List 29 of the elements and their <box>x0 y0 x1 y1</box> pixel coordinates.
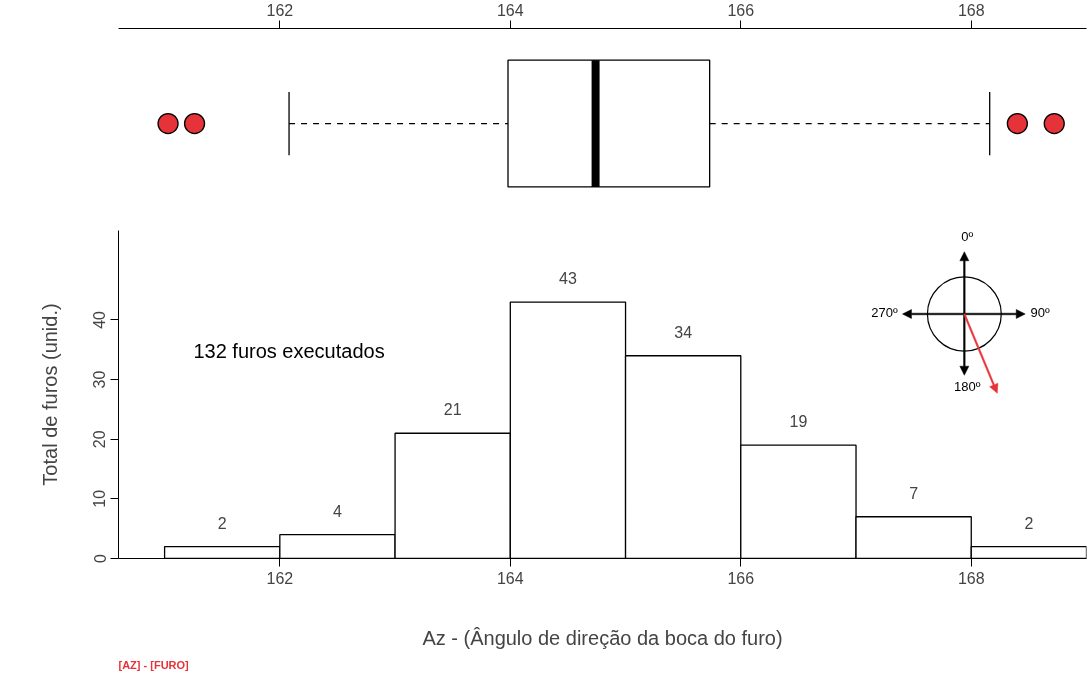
annotation: 0º <box>961 228 974 244</box>
annotation: 180º <box>954 379 981 395</box>
data-label: 43 <box>559 270 577 288</box>
y-tick-label: 30 <box>91 370 109 389</box>
y-tick-label: 0 <box>91 553 109 563</box>
data-label: 19 <box>789 413 808 431</box>
x-tick-label: 166 <box>727 569 755 587</box>
x-tick-label: 168 <box>957 1 985 19</box>
x-tick-label: 166 <box>727 1 755 19</box>
data-label: 4 <box>333 502 342 520</box>
annotation: 90º <box>1030 305 1051 321</box>
data-label: 7 <box>909 484 919 502</box>
y-axis-title: Total de furos (unid.) <box>38 303 61 486</box>
x-tick-label: 164 <box>496 569 524 587</box>
x-tick-label: 162 <box>266 1 294 19</box>
x-tick-label: 162 <box>266 569 294 587</box>
x-axis-title: Az - (Ângulo de direção da boca do furo) <box>422 626 783 649</box>
data-label: 21 <box>443 401 462 419</box>
annotation: 132 furos executados <box>193 339 385 362</box>
y-tick-label: 40 <box>91 310 109 329</box>
data-label: 2 <box>1024 514 1034 532</box>
data-label: 34 <box>674 323 693 341</box>
data-label: 2 <box>217 514 227 532</box>
x-tick-label: 168 <box>957 569 985 587</box>
y-tick-label: 10 <box>91 489 109 508</box>
y-tick-label: 20 <box>91 430 109 449</box>
annotation: 270º <box>871 305 898 321</box>
text: [AZ] - [FURO] <box>118 658 190 671</box>
x-tick-label: 164 <box>496 1 524 19</box>
